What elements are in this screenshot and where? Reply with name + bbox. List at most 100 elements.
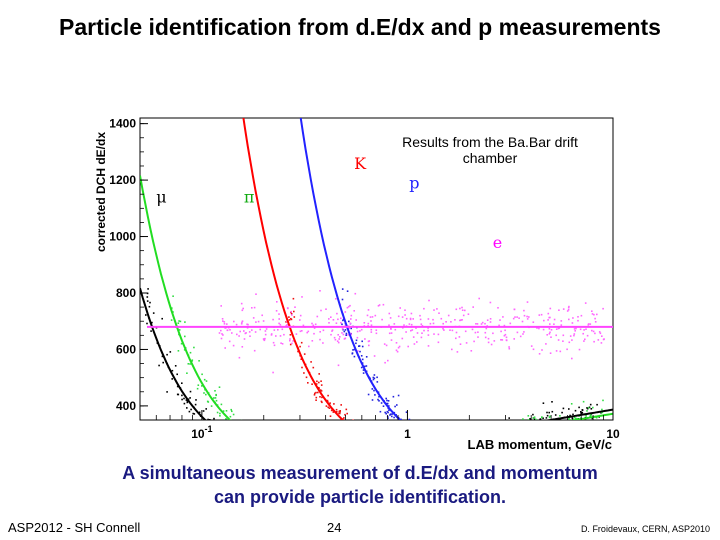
data-point bbox=[543, 453, 545, 455]
data-point bbox=[166, 353, 168, 356]
data-point bbox=[548, 411, 550, 414]
data-point bbox=[599, 428, 601, 430]
data-point bbox=[272, 371, 274, 374]
particle-label-kaon: K bbox=[354, 154, 367, 173]
data-point bbox=[294, 447, 296, 449]
data-point bbox=[556, 424, 558, 426]
data-point bbox=[475, 323, 477, 325]
data-point bbox=[363, 453, 365, 455]
data-point bbox=[433, 457, 435, 459]
data-point bbox=[443, 449, 445, 451]
data-point bbox=[302, 442, 304, 444]
data-point bbox=[547, 421, 549, 423]
data-point bbox=[420, 446, 422, 448]
data-point bbox=[264, 337, 266, 340]
data-point bbox=[323, 442, 325, 444]
data-point bbox=[415, 454, 417, 456]
data-point bbox=[484, 457, 486, 459]
particle-label-proton: p bbox=[409, 174, 419, 193]
points-kaon bbox=[285, 297, 585, 460]
data-point bbox=[457, 455, 459, 457]
data-point bbox=[581, 431, 583, 433]
data-point bbox=[366, 447, 368, 449]
data-point bbox=[573, 334, 575, 337]
data-point bbox=[183, 402, 186, 405]
data-point bbox=[358, 452, 360, 454]
data-point bbox=[179, 320, 182, 323]
data-point bbox=[424, 442, 426, 444]
data-point bbox=[462, 455, 464, 457]
data-point bbox=[504, 428, 506, 430]
data-point bbox=[456, 351, 459, 353]
data-point bbox=[393, 450, 395, 452]
data-point bbox=[201, 373, 203, 376]
data-point bbox=[283, 446, 285, 448]
footer-author: ASP2012 - SH Connell bbox=[8, 520, 141, 535]
data-point bbox=[250, 442, 252, 444]
data-point bbox=[535, 453, 537, 455]
data-point bbox=[193, 413, 196, 415]
data-point bbox=[429, 440, 431, 442]
data-point bbox=[533, 457, 535, 459]
data-point bbox=[412, 428, 414, 430]
data-point bbox=[551, 401, 553, 403]
data-point bbox=[531, 427, 533, 429]
data-point bbox=[431, 440, 433, 442]
data-point bbox=[291, 342, 293, 345]
data-point bbox=[326, 460, 328, 462]
data-point bbox=[198, 419, 200, 420]
data-point bbox=[585, 415, 587, 417]
data-point bbox=[497, 455, 499, 457]
data-point bbox=[461, 319, 463, 321]
data-point bbox=[438, 448, 440, 450]
data-point bbox=[380, 445, 382, 447]
data-point bbox=[291, 314, 293, 316]
data-point bbox=[412, 458, 414, 460]
data-point bbox=[476, 432, 478, 434]
data-point bbox=[385, 453, 387, 455]
data-point bbox=[508, 453, 510, 455]
data-point bbox=[265, 447, 267, 449]
data-point bbox=[319, 449, 321, 451]
data-point bbox=[484, 331, 487, 334]
data-point bbox=[348, 456, 350, 458]
data-point bbox=[273, 344, 276, 347]
data-point bbox=[454, 440, 456, 442]
data-point bbox=[242, 307, 244, 310]
data-point bbox=[352, 419, 354, 420]
data-point bbox=[417, 446, 419, 448]
data-point bbox=[424, 442, 426, 444]
data-point bbox=[427, 435, 429, 437]
data-point bbox=[543, 456, 545, 458]
data-point bbox=[547, 312, 550, 315]
data-point bbox=[418, 452, 420, 454]
data-point bbox=[505, 455, 507, 457]
data-point bbox=[231, 332, 233, 334]
data-point bbox=[337, 318, 339, 321]
data-point bbox=[274, 449, 276, 451]
data-point bbox=[409, 458, 411, 460]
data-point bbox=[376, 381, 379, 383]
data-point bbox=[289, 338, 291, 340]
data-point bbox=[361, 340, 363, 343]
data-point bbox=[267, 448, 269, 450]
data-point bbox=[577, 423, 579, 425]
data-point bbox=[373, 437, 375, 439]
data-point bbox=[148, 305, 151, 308]
data-point bbox=[591, 313, 594, 315]
data-point bbox=[232, 344, 235, 347]
data-point bbox=[499, 319, 501, 321]
data-point bbox=[317, 454, 319, 456]
data-point bbox=[360, 328, 363, 331]
data-point bbox=[275, 449, 277, 451]
data-point bbox=[181, 398, 183, 401]
data-point bbox=[505, 460, 507, 462]
data-point bbox=[253, 349, 256, 352]
data-point bbox=[411, 452, 413, 454]
data-point bbox=[393, 442, 395, 444]
data-point bbox=[371, 316, 374, 318]
data-point bbox=[313, 332, 315, 335]
data-point bbox=[378, 450, 380, 452]
data-point bbox=[386, 402, 389, 405]
